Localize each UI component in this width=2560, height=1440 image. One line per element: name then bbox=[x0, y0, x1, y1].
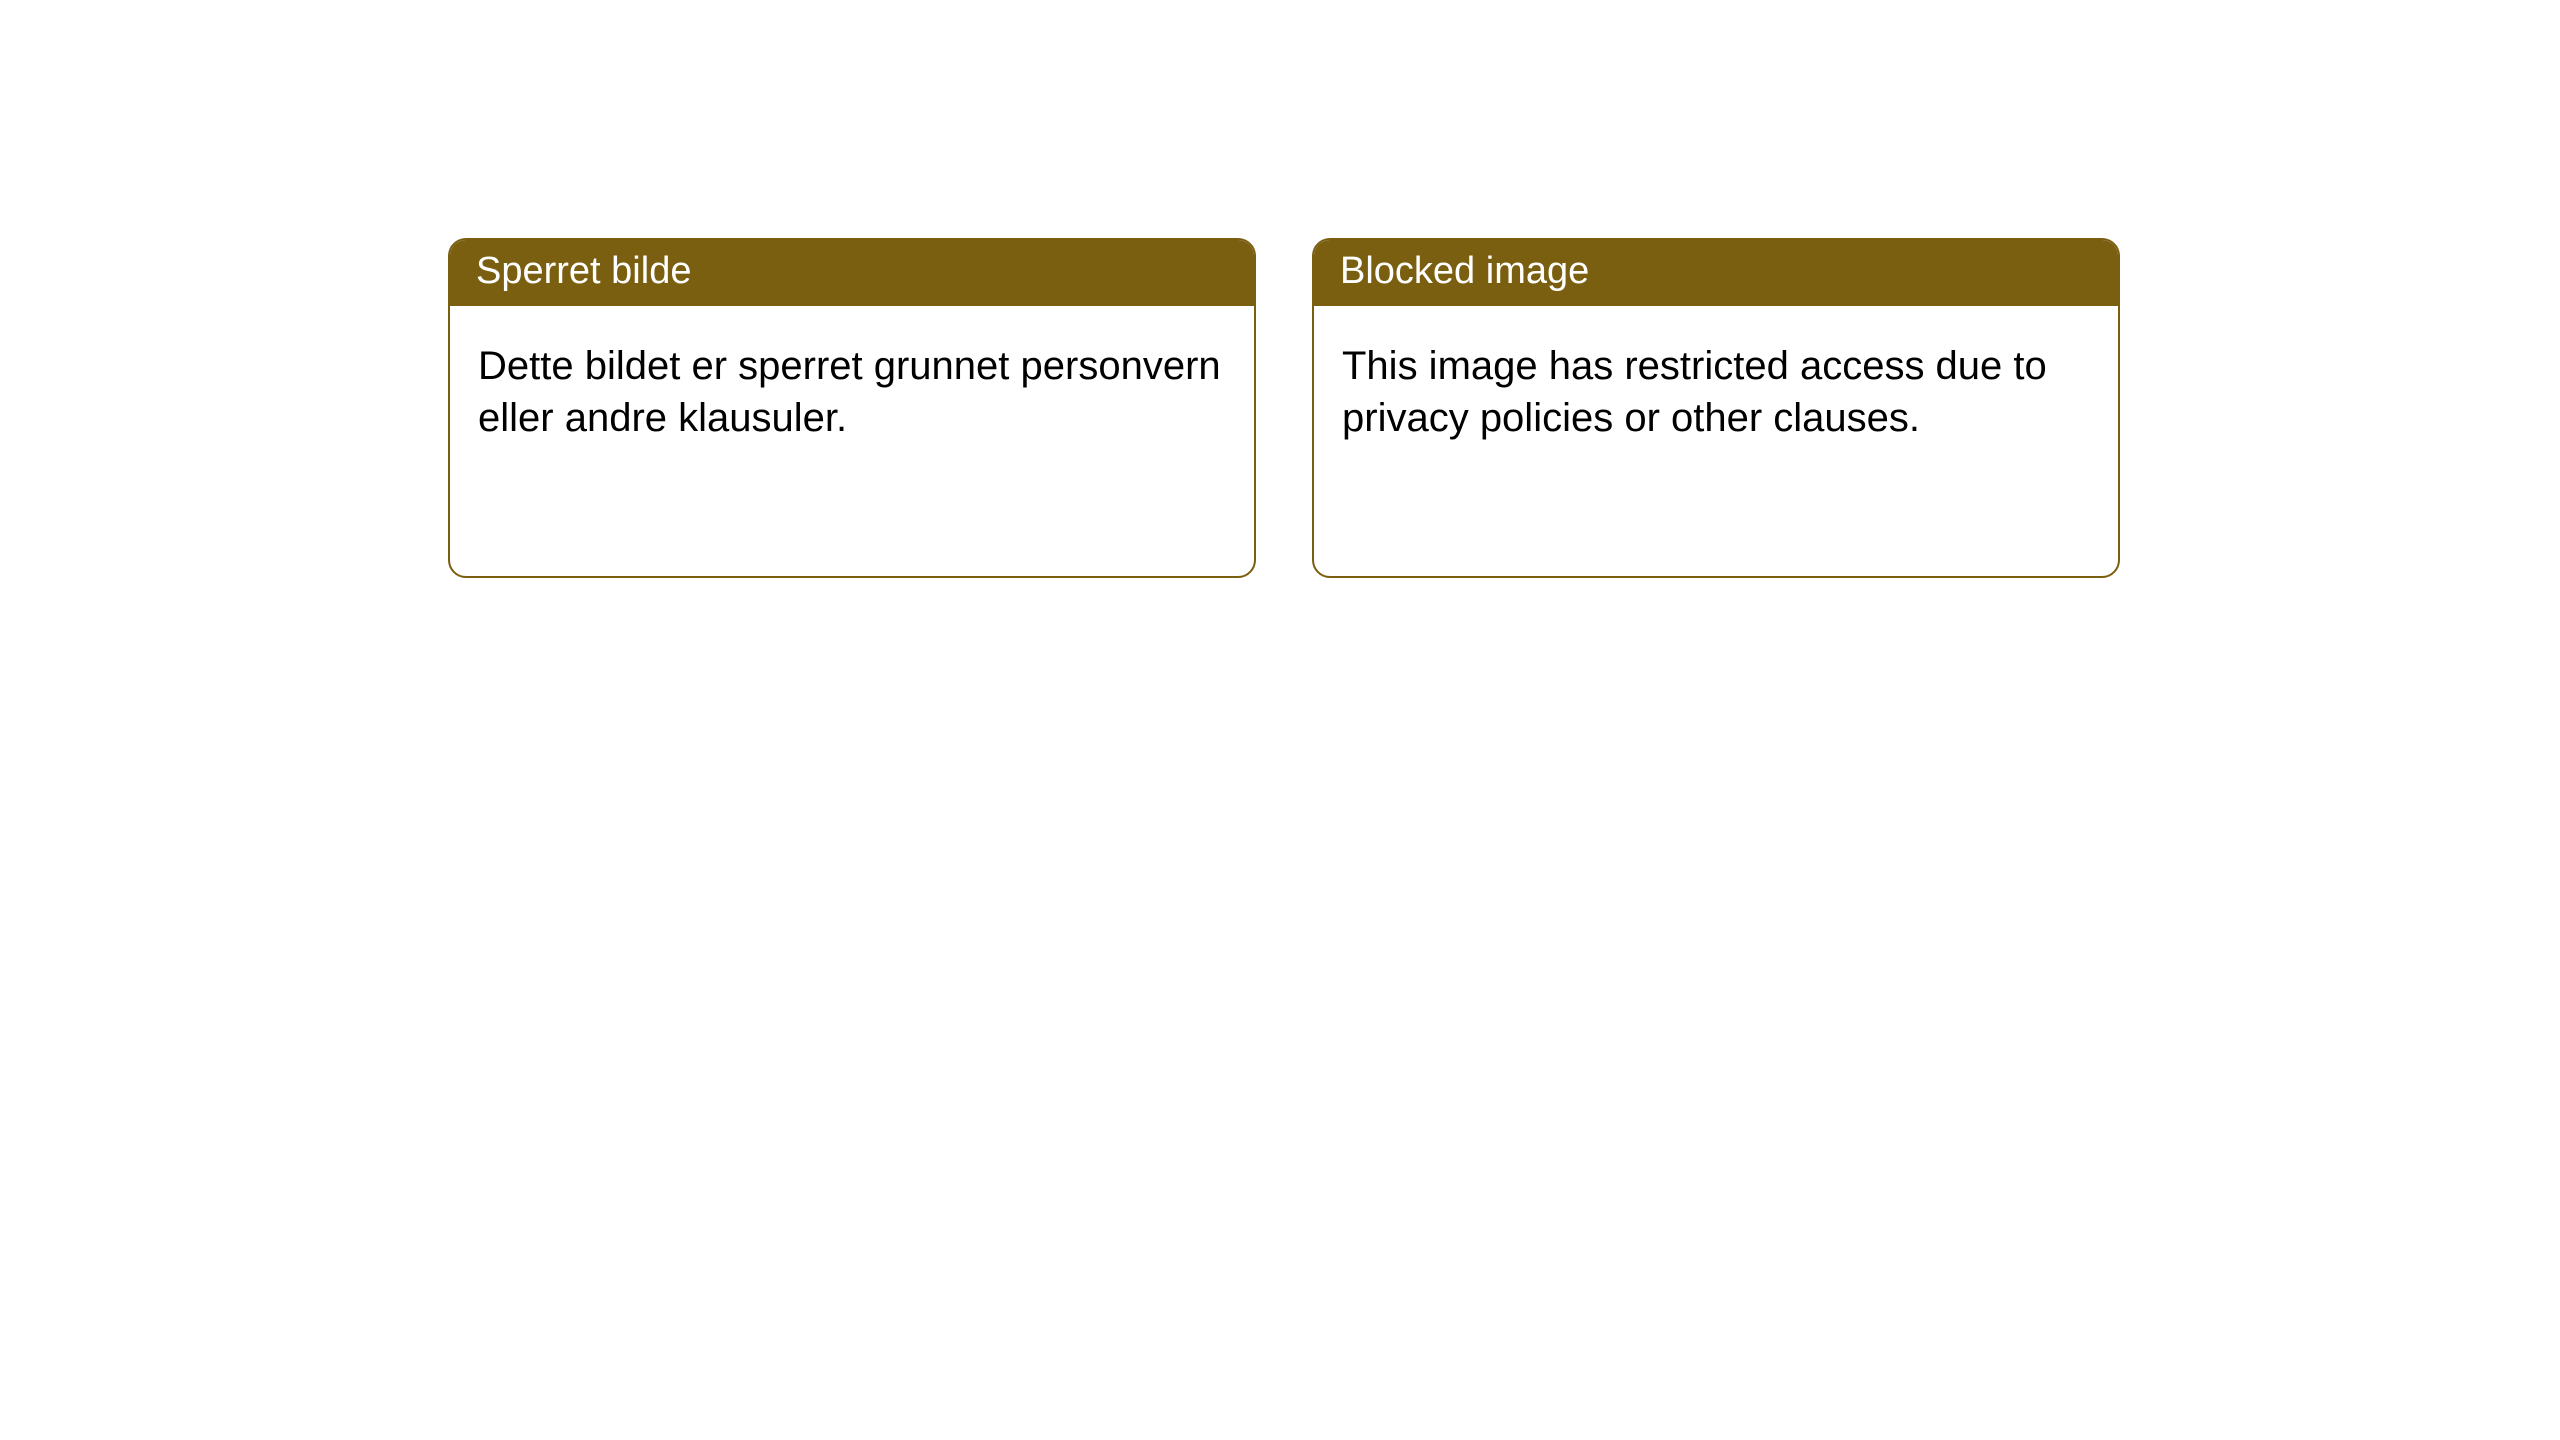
blocked-image-card-en: Blocked image This image has restricted … bbox=[1312, 238, 2120, 578]
card-title-no: Sperret bilde bbox=[450, 240, 1254, 306]
notice-cards-container: Sperret bilde Dette bildet er sperret gr… bbox=[0, 0, 2560, 578]
card-body-no: Dette bildet er sperret grunnet personve… bbox=[450, 306, 1254, 479]
card-body-en: This image has restricted access due to … bbox=[1314, 306, 2118, 479]
blocked-image-card-no: Sperret bilde Dette bildet er sperret gr… bbox=[448, 238, 1256, 578]
card-title-en: Blocked image bbox=[1314, 240, 2118, 306]
